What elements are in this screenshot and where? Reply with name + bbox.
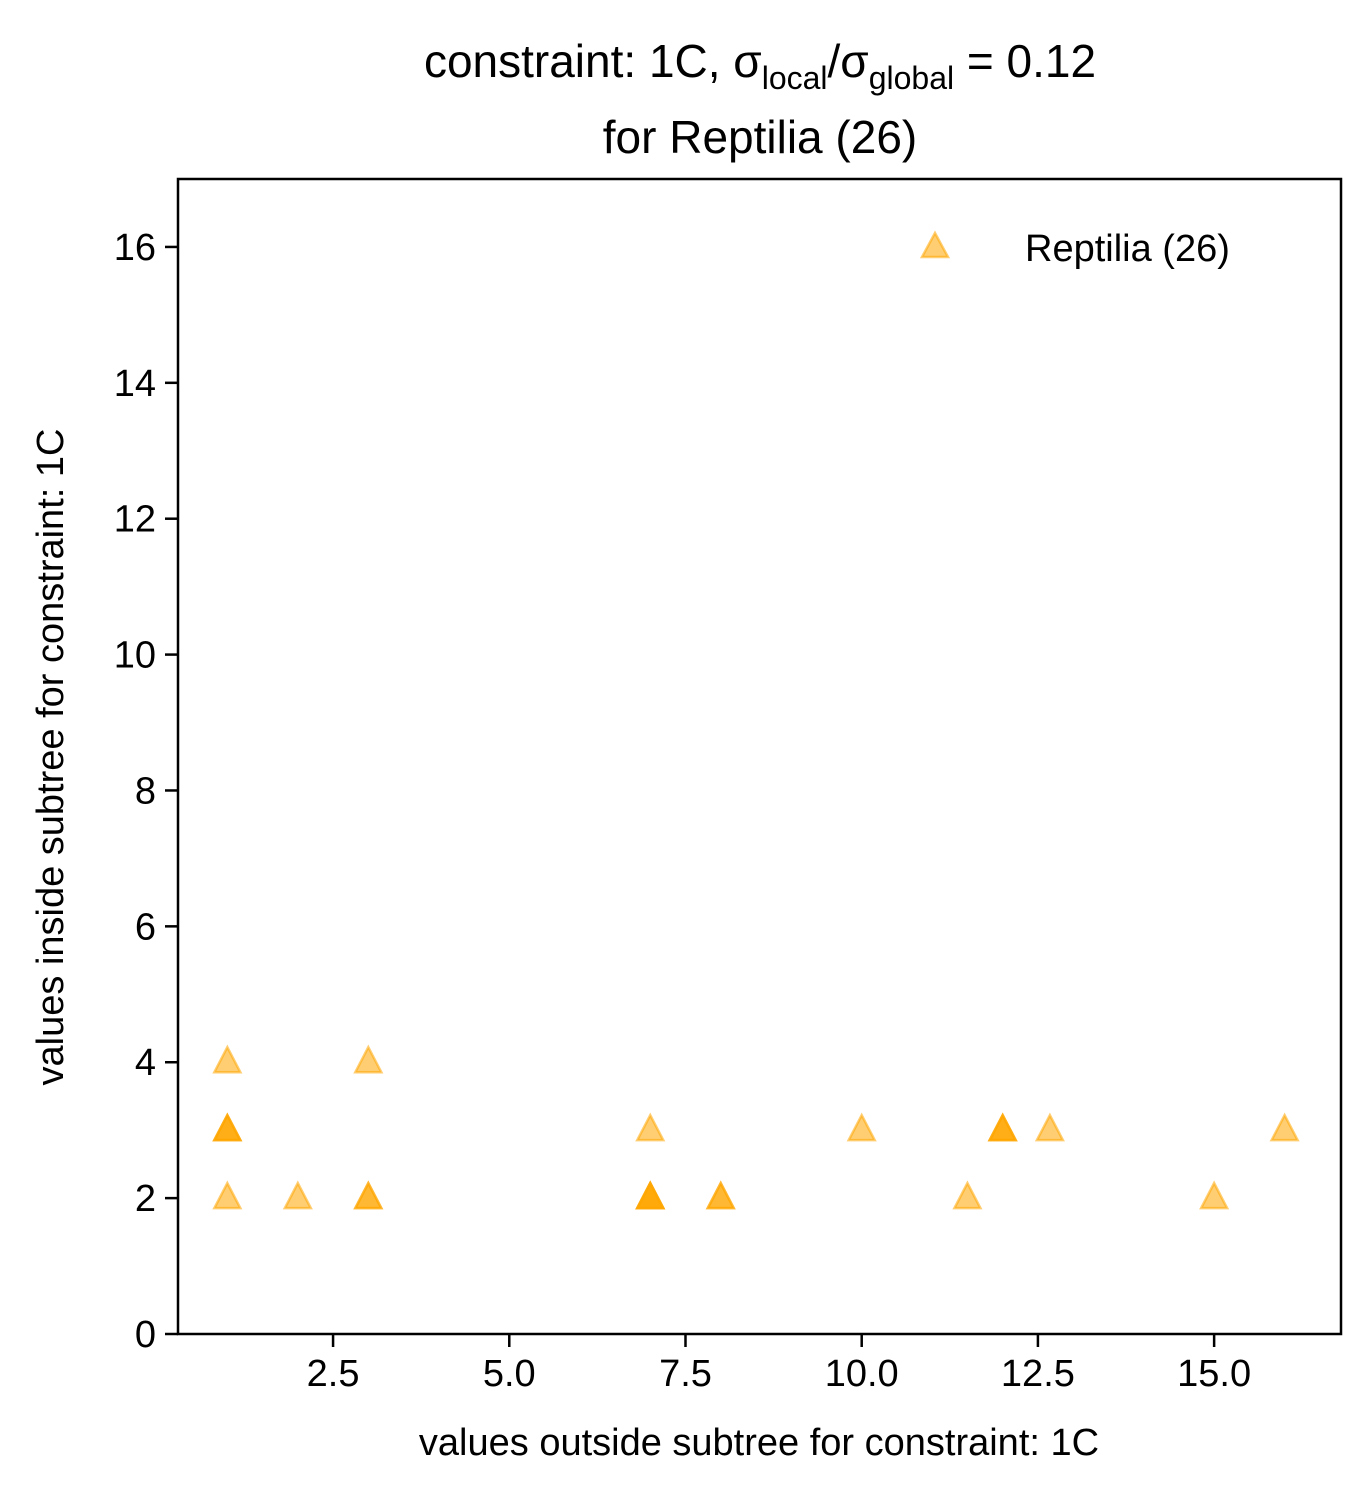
y-tick-label: 8 [135, 770, 156, 812]
data-point [987, 1112, 1018, 1142]
data-point [282, 1180, 313, 1210]
x-axis: 2.5 5.0 7.5 10.0 12.5 15.0 [307, 1334, 1251, 1395]
data-point [705, 1180, 736, 1210]
data-point [353, 1180, 384, 1210]
data-point [1199, 1180, 1230, 1210]
y-tick-label: 10 [114, 635, 156, 677]
data-point [212, 1180, 243, 1210]
y-axis: 0 2 4 6 8 10 12 14 16 [114, 227, 178, 1356]
x-tick-label: 10.0 [825, 1353, 899, 1395]
x-axis-label: values outside subtree for constraint: 1… [419, 1422, 1099, 1464]
data-point [635, 1180, 666, 1210]
plot-area [176, 177, 1343, 1336]
x-tick-label: 2.5 [307, 1353, 360, 1395]
y-tick-label: 4 [135, 1042, 156, 1084]
data-point [952, 1180, 983, 1210]
x-tick-label: 15.0 [1177, 1353, 1251, 1395]
y-tick-label: 0 [135, 1314, 156, 1356]
data-point [1269, 1112, 1300, 1142]
legend: Reptilia (26) [919, 228, 1230, 270]
y-axis-label: values inside subtree for constraint: 1C [30, 429, 72, 1086]
legend-marker-triangle [919, 230, 951, 259]
data-point [212, 1044, 243, 1074]
y-tick-label: 14 [114, 363, 156, 405]
data-point [212, 1112, 243, 1142]
x-tick-label: 12.5 [1001, 1353, 1075, 1395]
data-point [846, 1112, 877, 1142]
chart-title-line2: for Reptilia (26) [603, 111, 917, 163]
y-tick-label: 12 [114, 499, 156, 541]
data-points [212, 1044, 1300, 1210]
y-tick-label: 6 [135, 906, 156, 948]
data-point [1034, 1112, 1065, 1142]
chart-title-line1: constraint: 1C, σlocal/σglobal = 0.12 [424, 35, 1096, 96]
x-tick-label: 7.5 [659, 1353, 712, 1395]
y-tick-label: 16 [114, 227, 156, 269]
data-point [353, 1044, 384, 1074]
data-point [635, 1112, 666, 1142]
y-tick-label: 2 [135, 1178, 156, 1220]
legend-label: Reptilia (26) [1025, 228, 1230, 270]
x-tick-label: 5.0 [483, 1353, 536, 1395]
